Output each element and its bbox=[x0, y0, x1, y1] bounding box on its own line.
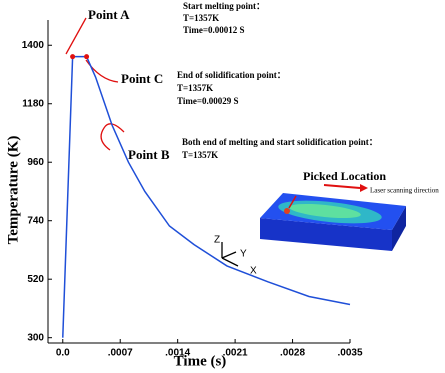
annotation-label: Point B bbox=[128, 147, 170, 162]
axis-z: Z bbox=[214, 235, 220, 246]
annotation-label: Point A bbox=[88, 7, 130, 22]
x-tick-label: .0007 bbox=[108, 348, 133, 359]
axis-x: X bbox=[250, 266, 257, 277]
y-tick-label: 740 bbox=[27, 215, 44, 226]
x-tick-label: .0014 bbox=[165, 348, 190, 359]
inset-arrow-label: Laser scanning direction bbox=[370, 187, 439, 195]
point-marker bbox=[70, 54, 76, 60]
x-tick-label: 0.0 bbox=[56, 348, 70, 359]
x-axis-label: Time (s) bbox=[174, 353, 227, 369]
x-tick-label: .0035 bbox=[337, 348, 362, 359]
y-tick-label: 1180 bbox=[22, 98, 44, 109]
annotation-arrows bbox=[65, 17, 125, 151]
annotation-text: T=1357K bbox=[182, 150, 218, 160]
annotation-text: Time=0.00012 S bbox=[183, 25, 244, 35]
inset-title: Picked Location bbox=[303, 169, 386, 183]
inset-image bbox=[221, 184, 406, 267]
x-tick-label: .0028 bbox=[280, 348, 305, 359]
annotation-text: Start melting point： bbox=[183, 1, 265, 11]
annotation-text: Time=0.00029 S bbox=[177, 96, 238, 106]
annotation-text: End of solidification point： bbox=[177, 70, 286, 80]
annotation-text: Both end of melting and start solidifica… bbox=[182, 137, 378, 147]
axis-y: Y bbox=[240, 249, 247, 260]
annotation-text: T=1357K bbox=[177, 83, 213, 93]
annotation-label: Point C bbox=[121, 71, 163, 86]
y-axis-label: Temperature (K) bbox=[5, 136, 21, 245]
y-tick-label: 960 bbox=[27, 157, 44, 168]
y-tick-label: 1400 bbox=[22, 40, 45, 51]
x-tick-label: .0021 bbox=[223, 348, 248, 359]
annotation-text: T=1357K bbox=[183, 13, 219, 23]
point-marker bbox=[84, 54, 90, 60]
y-tick-label: 300 bbox=[27, 332, 44, 343]
y-tick-label: 520 bbox=[27, 274, 44, 285]
